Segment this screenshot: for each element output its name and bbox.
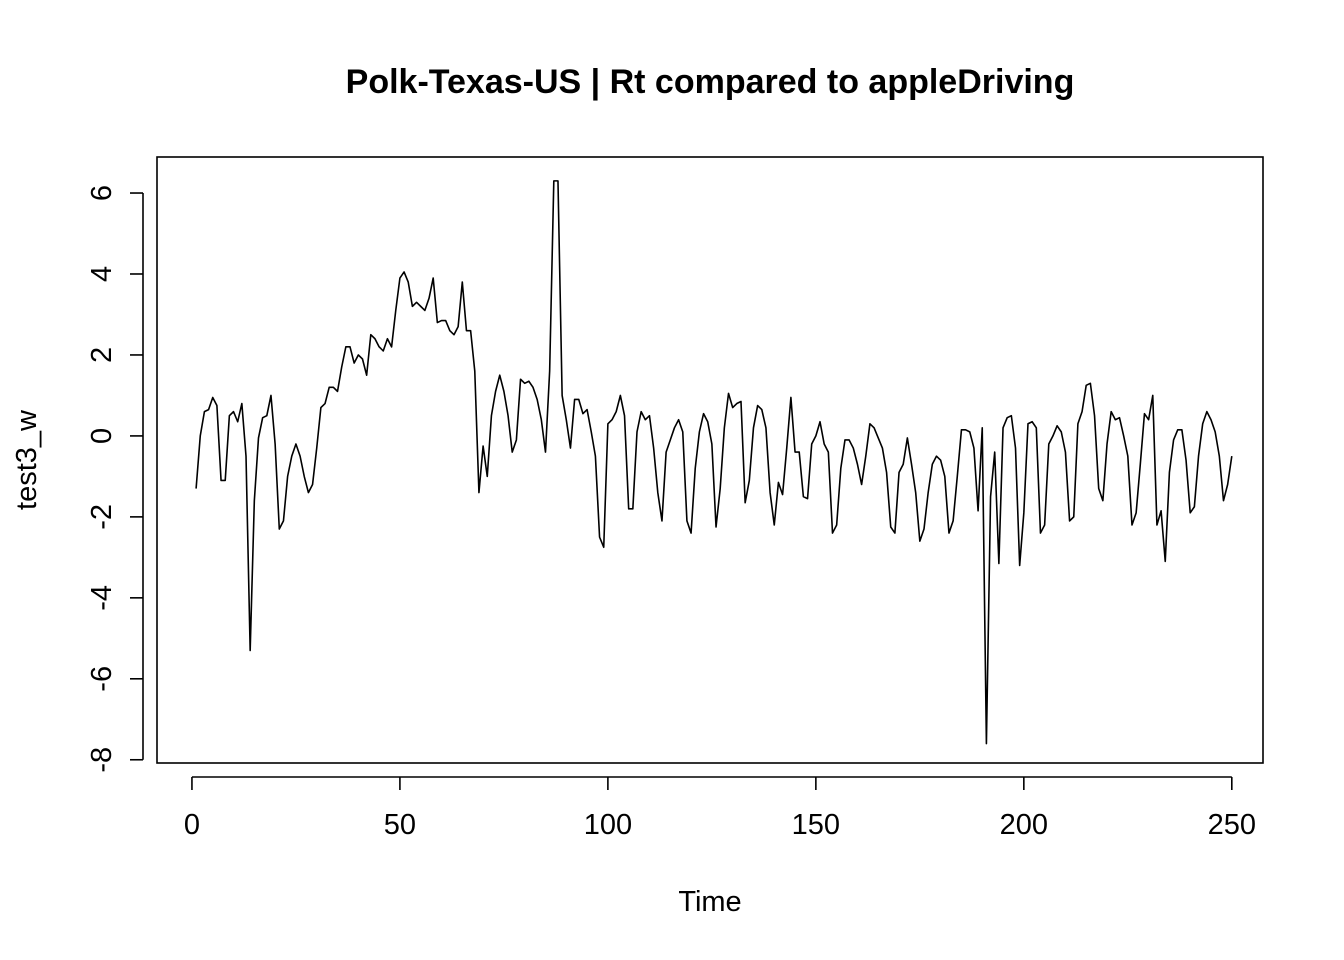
x-tick-label: 250	[1208, 809, 1256, 841]
x-axis: 0 50 100 150 200 250	[184, 776, 1256, 841]
x-tick-label: 100	[584, 809, 632, 841]
plot-box	[156, 156, 1264, 764]
y-axis: -8 -6 -4 -2 0 2 4 6	[86, 185, 144, 773]
y-axis-label: test3_w	[11, 409, 43, 510]
y-tick-label: -4	[86, 585, 118, 611]
y-tick-label: -6	[86, 666, 118, 692]
x-tick-label: 150	[792, 809, 840, 841]
y-tick-label: 6	[86, 185, 118, 201]
series-line-0	[195, 180, 1233, 745]
chart-title: Polk-Texas-US | Rt compared to appleDriv…	[346, 63, 1075, 101]
x-tick-label: 200	[1000, 809, 1048, 841]
x-tick-label: 50	[384, 809, 416, 841]
y-tick-label: 2	[86, 347, 118, 363]
y-tick-label: 0	[86, 428, 118, 444]
series-group	[195, 180, 1233, 745]
y-tick-label: 4	[86, 266, 118, 282]
y-tick-label: -2	[86, 504, 118, 530]
y-tick-label: -8	[86, 747, 118, 773]
x-axis-label: Time	[678, 886, 741, 918]
x-tick-label: 0	[184, 809, 200, 841]
